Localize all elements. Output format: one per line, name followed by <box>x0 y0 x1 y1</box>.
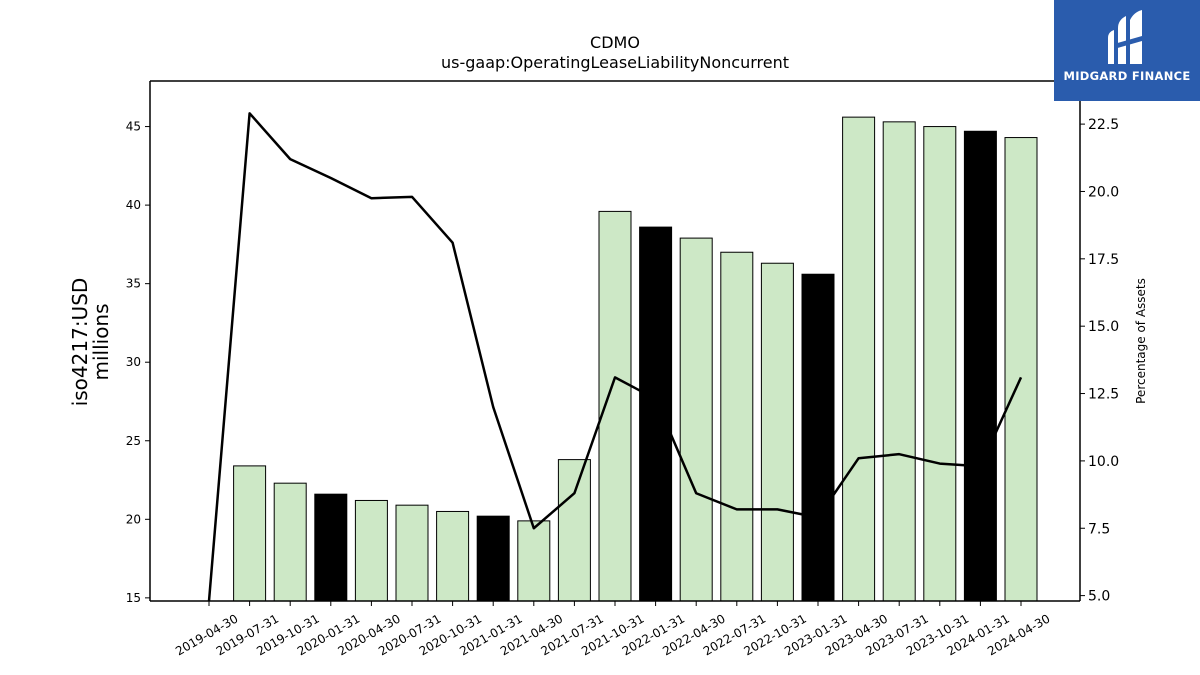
y2-tick-label: 5.0 <box>1088 589 1110 605</box>
bar-2020-07-31 <box>395 504 429 602</box>
y-tick-label: 20 <box>126 512 141 526</box>
bar-2023-01-31 <box>801 273 835 602</box>
bar-2021-10-31 <box>598 210 632 602</box>
bar-2020-10-31 <box>436 510 470 602</box>
logo-mark-icon <box>1108 10 1142 64</box>
bar-2023-04-30 <box>842 116 876 602</box>
bar-2021-04-30 <box>517 520 551 602</box>
bar-2021-01-31 <box>476 515 510 602</box>
bar-2021-07-31 <box>557 459 591 602</box>
y2-tick-label: 12.5 <box>1088 387 1119 403</box>
bar-2023-07-31 <box>882 121 916 602</box>
bar-2024-04-30 <box>1004 137 1038 602</box>
percent-of-assets-line <box>207 112 1023 602</box>
y-tick-label: 35 <box>126 277 141 291</box>
bar-2020-01-31 <box>314 493 348 602</box>
y-tick-label: 15 <box>126 591 141 605</box>
y2-tick-label: 17.5 <box>1088 252 1119 268</box>
bar-2022-07-31 <box>720 251 754 602</box>
bar-2022-01-31 <box>639 226 673 602</box>
y2-tick-label: 10.0 <box>1088 454 1119 470</box>
logo-text: MIDGARD FINANCE <box>1063 69 1191 83</box>
y-axis-label-line2: millions <box>89 303 113 380</box>
bar-2022-10-31 <box>760 262 794 602</box>
y2-tick-label: 22.5 <box>1088 117 1119 133</box>
bar-2024-01-31 <box>963 130 997 602</box>
bar-2019-10-31 <box>273 482 307 602</box>
chart-title: CDMO <box>590 33 640 52</box>
brand-logo: MIDGARD FINANCE <box>1054 0 1200 101</box>
bar-2020-04-30 <box>354 499 388 602</box>
bar-2019-07-31 <box>233 465 267 602</box>
y2-tick-label: 20.0 <box>1088 184 1119 200</box>
y2-tick-label: 7.5 <box>1088 521 1110 537</box>
y2-axis-label: Percentage of Assets <box>1134 278 1148 404</box>
bar-2022-04-30 <box>679 237 713 602</box>
line-layer <box>207 112 1023 602</box>
chart-subtitle: us-gaap:OperatingLeaseLiabilityNoncurren… <box>441 53 789 72</box>
y-tick-label: 40 <box>126 198 141 212</box>
y2-tick-label: 15.0 <box>1088 319 1119 335</box>
y-tick-label: 25 <box>126 434 141 448</box>
y-axis-label-line1: iso4217:USD <box>68 278 92 407</box>
y-tick-label: 45 <box>126 120 141 134</box>
bar-2023-10-31 <box>923 126 957 602</box>
bars-layer <box>233 116 1038 602</box>
y-tick-label: 30 <box>126 355 141 369</box>
